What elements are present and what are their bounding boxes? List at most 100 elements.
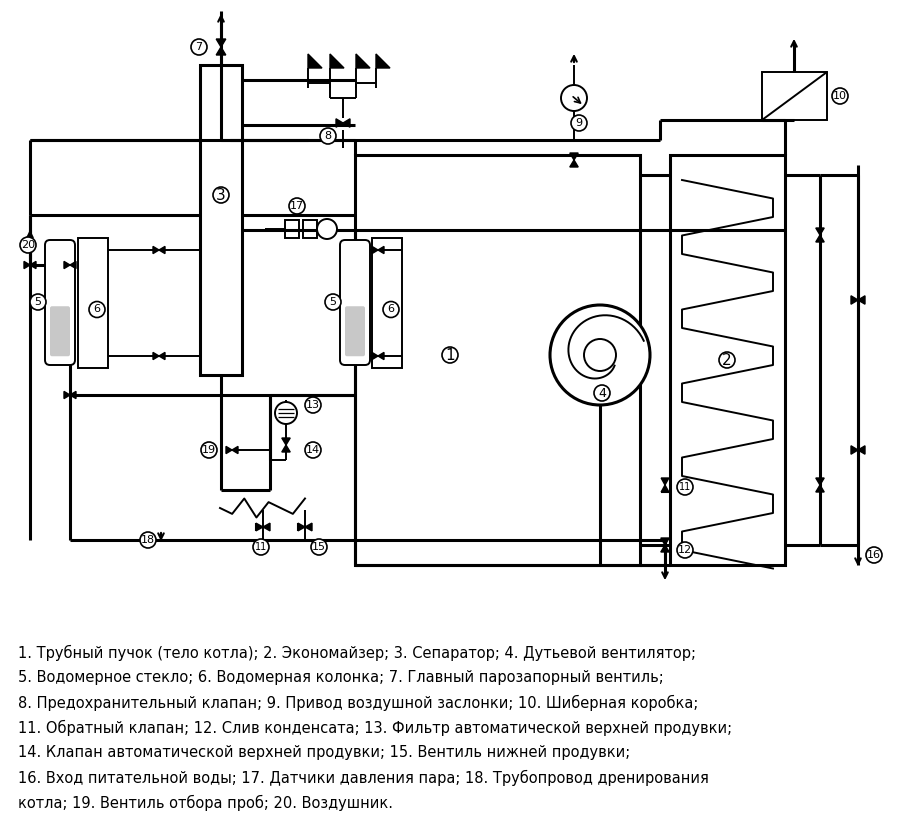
Circle shape	[676, 542, 693, 558]
FancyBboxPatch shape	[345, 307, 365, 356]
Polygon shape	[64, 261, 70, 269]
Polygon shape	[308, 54, 321, 68]
Bar	[355, 155, 639, 565]
Polygon shape	[282, 438, 290, 445]
Bar	[761, 72, 826, 120]
Circle shape	[561, 85, 586, 111]
Polygon shape	[153, 246, 159, 254]
Text: котла; 19. Вентиль отбора проб; 20. Воздушник.: котла; 19. Вентиль отбора проб; 20. Возд…	[18, 795, 393, 811]
Polygon shape	[336, 119, 342, 127]
Polygon shape	[857, 446, 864, 454]
Polygon shape	[304, 523, 312, 531]
Polygon shape	[372, 246, 377, 254]
Polygon shape	[815, 485, 824, 492]
Text: 18: 18	[141, 535, 155, 545]
Polygon shape	[372, 353, 377, 359]
Polygon shape	[232, 447, 237, 453]
Polygon shape	[30, 261, 36, 269]
Circle shape	[442, 347, 458, 363]
Circle shape	[253, 539, 269, 555]
Circle shape	[571, 115, 586, 131]
Circle shape	[325, 294, 340, 310]
Polygon shape	[377, 353, 384, 359]
Polygon shape	[24, 261, 30, 269]
Circle shape	[200, 442, 217, 458]
Polygon shape	[857, 296, 864, 304]
Polygon shape	[159, 353, 165, 359]
Text: 8. Предохранительный клапан; 9. Привод воздушной заслонки; 10. Шиберная коробка;: 8. Предохранительный клапан; 9. Привод в…	[18, 695, 698, 711]
Polygon shape	[660, 485, 668, 492]
Polygon shape	[330, 54, 344, 68]
Circle shape	[317, 219, 337, 239]
Polygon shape	[70, 261, 76, 269]
Bar	[669, 155, 784, 565]
Bar	[372, 238, 402, 368]
Polygon shape	[815, 478, 824, 485]
Polygon shape	[815, 235, 824, 242]
Text: 5: 5	[329, 297, 336, 307]
Text: 6: 6	[387, 305, 394, 315]
Polygon shape	[660, 545, 668, 552]
Polygon shape	[850, 296, 857, 304]
Text: 4: 4	[598, 386, 605, 400]
Text: 16. Вход питательной воды; 17. Датчики давления пара; 18. Трубопровод дренирован: 16. Вход питательной воды; 17. Датчики д…	[18, 770, 708, 786]
FancyBboxPatch shape	[340, 240, 369, 365]
Circle shape	[320, 128, 336, 144]
Circle shape	[20, 237, 36, 253]
Bar	[303, 220, 317, 238]
Text: 6: 6	[93, 305, 100, 315]
FancyBboxPatch shape	[45, 240, 75, 365]
Text: 1. Трубный пучок (тело котла); 2. Экономайзер; 3. Сепаратор; 4. Дутьевой вентиля: 1. Трубный пучок (тело котла); 2. Эконом…	[18, 645, 695, 661]
Circle shape	[311, 539, 327, 555]
Polygon shape	[256, 523, 263, 531]
Polygon shape	[282, 445, 290, 452]
Circle shape	[676, 479, 693, 495]
Text: 12: 12	[677, 545, 692, 555]
Circle shape	[191, 39, 207, 55]
Circle shape	[593, 385, 610, 401]
Bar	[200, 65, 242, 375]
Polygon shape	[70, 391, 76, 399]
Text: 10: 10	[832, 91, 846, 101]
Bar	[78, 238, 107, 368]
Circle shape	[865, 547, 881, 563]
Circle shape	[583, 339, 615, 371]
Text: 16: 16	[866, 550, 880, 560]
Circle shape	[718, 352, 734, 368]
Circle shape	[140, 532, 156, 548]
FancyBboxPatch shape	[50, 307, 70, 356]
Polygon shape	[815, 228, 824, 235]
Text: 8: 8	[324, 131, 331, 141]
Polygon shape	[263, 523, 270, 531]
Text: 17: 17	[290, 201, 303, 211]
Polygon shape	[850, 446, 857, 454]
Polygon shape	[376, 54, 389, 68]
Bar	[284, 220, 299, 238]
Polygon shape	[356, 54, 369, 68]
Polygon shape	[216, 47, 226, 55]
Polygon shape	[153, 353, 159, 359]
Circle shape	[304, 397, 321, 413]
Text: 7: 7	[195, 42, 202, 52]
Text: 14. Клапан автоматической верхней продувки; 15. Вентиль нижней продувки;: 14. Клапан автоматической верхней продув…	[18, 745, 629, 760]
Circle shape	[213, 187, 228, 203]
Circle shape	[549, 305, 649, 405]
Circle shape	[275, 402, 297, 424]
Polygon shape	[569, 160, 578, 167]
Text: 9: 9	[575, 118, 582, 128]
Text: 11. Обратный клапан; 12. Слив конденсата; 13. Фильтр автоматической верхней прод: 11. Обратный клапан; 12. Слив конденсата…	[18, 720, 731, 736]
Circle shape	[88, 302, 105, 317]
Text: 13: 13	[305, 400, 320, 410]
Circle shape	[30, 294, 46, 310]
Polygon shape	[377, 246, 384, 254]
Polygon shape	[64, 391, 70, 399]
Circle shape	[831, 88, 847, 104]
Circle shape	[304, 442, 321, 458]
Polygon shape	[660, 538, 668, 545]
Text: 11: 11	[255, 542, 266, 552]
Polygon shape	[660, 478, 668, 485]
Circle shape	[383, 302, 398, 317]
Text: 1: 1	[444, 348, 454, 363]
Polygon shape	[216, 39, 226, 47]
Text: 5. Водомерное стекло; 6. Водомерная колонка; 7. Главный парозапорный вентиль;: 5. Водомерное стекло; 6. Водомерная коло…	[18, 670, 663, 685]
